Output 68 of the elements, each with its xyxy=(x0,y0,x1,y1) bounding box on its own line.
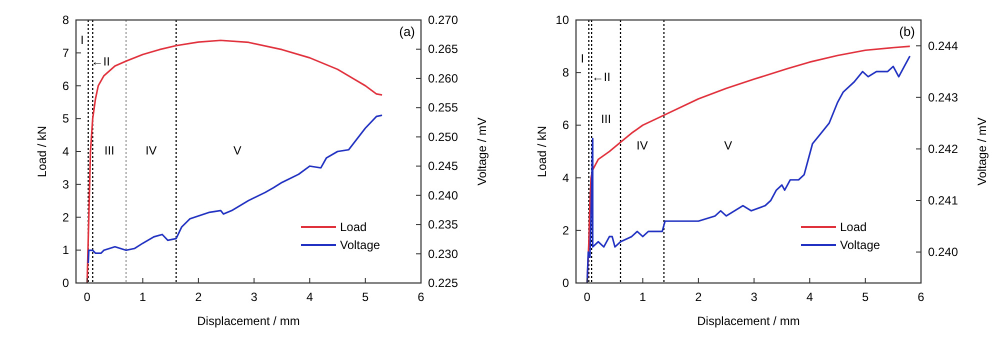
x-tick-label: 1 xyxy=(639,290,646,304)
y-tick-label: 4 xyxy=(62,144,70,158)
annotation: V xyxy=(724,138,732,152)
y2-tick-label: 0.260 xyxy=(428,71,458,86)
x-tick-label: 0 xyxy=(584,290,591,304)
x-tick-label: 6 xyxy=(418,290,425,304)
y-tick-label: 2 xyxy=(62,210,70,224)
y2-tick-label: 0.255 xyxy=(428,100,458,115)
y2-tick-label: 0.243 xyxy=(928,90,958,104)
y2-tick-label: 0.244 xyxy=(928,38,958,53)
x-tick-label: 2 xyxy=(195,290,202,304)
x-tick-label: 2 xyxy=(695,290,702,304)
annotation: (a) xyxy=(399,24,415,39)
y2-tick-label: 0.242 xyxy=(928,142,958,156)
x-tick-label: 0 xyxy=(84,290,91,304)
x-tick-label: 4 xyxy=(306,290,314,304)
annotation: ←II xyxy=(592,70,610,84)
y2-tick-label: 0.235 xyxy=(428,218,458,232)
y-axis-title: Load / kN xyxy=(535,126,549,178)
y2-tick-label: 0.240 xyxy=(928,245,958,260)
y-tick-label: 2 xyxy=(562,223,570,238)
y-tick-label: 0 xyxy=(62,276,70,290)
y-tick-label: 8 xyxy=(562,66,570,80)
y-tick-label: 8 xyxy=(62,13,70,27)
y-tick-label: 10 xyxy=(556,13,570,27)
annotation: III xyxy=(601,112,612,126)
legend-label: Load xyxy=(840,220,867,234)
line-series xyxy=(87,114,383,264)
y2-tick-label: 0.225 xyxy=(428,276,458,290)
y-tick-label: 6 xyxy=(562,118,570,132)
x-axis-title: Displacement / mm xyxy=(197,314,300,328)
x-tick-label: 4 xyxy=(806,290,814,304)
x-axis-title: Displacement / mm xyxy=(697,314,800,328)
x-tick-label: 6 xyxy=(918,290,925,304)
x-tick-label: 5 xyxy=(362,290,370,304)
y-tick-label: 1 xyxy=(62,243,70,258)
legend-label: Voltage xyxy=(340,238,380,252)
y-tick-label: 6 xyxy=(62,78,70,93)
y-tick-label: 0 xyxy=(562,276,570,290)
annotation: IV xyxy=(145,144,157,158)
annotation: ←II xyxy=(91,54,110,68)
annotation: I xyxy=(580,52,584,66)
y2-axis-title: Voltage / mV xyxy=(975,117,989,186)
y2-tick-label: 0.240 xyxy=(428,188,458,202)
annotation: V xyxy=(233,144,242,158)
y2-tick-label: 0.230 xyxy=(428,246,458,261)
y2-tick-label: 0.241 xyxy=(928,193,958,208)
y-tick-label: 7 xyxy=(62,46,70,60)
annotation: III xyxy=(104,144,114,158)
y-axis-title: Load / kN xyxy=(35,126,49,178)
y-tick-label: 5 xyxy=(62,112,70,126)
x-tick-label: 3 xyxy=(750,290,758,304)
legend-label: Voltage xyxy=(840,238,880,252)
annotation: IV xyxy=(636,138,648,152)
y-tick-label: 4 xyxy=(562,170,570,185)
line-series xyxy=(86,40,383,284)
y2-tick-label: 0.245 xyxy=(428,159,458,174)
x-tick-label: 1 xyxy=(139,290,146,304)
x-tick-label: 5 xyxy=(862,290,870,304)
y2-tick-label: 0.270 xyxy=(428,13,458,27)
y2-axis-title: Voltage / mV xyxy=(475,117,489,186)
y2-tick-label: 0.250 xyxy=(428,130,458,144)
y-tick-label: 3 xyxy=(62,177,70,192)
legend-label: Load xyxy=(340,220,367,234)
x-tick-label: 3 xyxy=(250,290,258,304)
y2-tick-label: 0.265 xyxy=(428,42,458,56)
annotation: (b) xyxy=(899,24,915,39)
annotation: I xyxy=(80,33,84,48)
